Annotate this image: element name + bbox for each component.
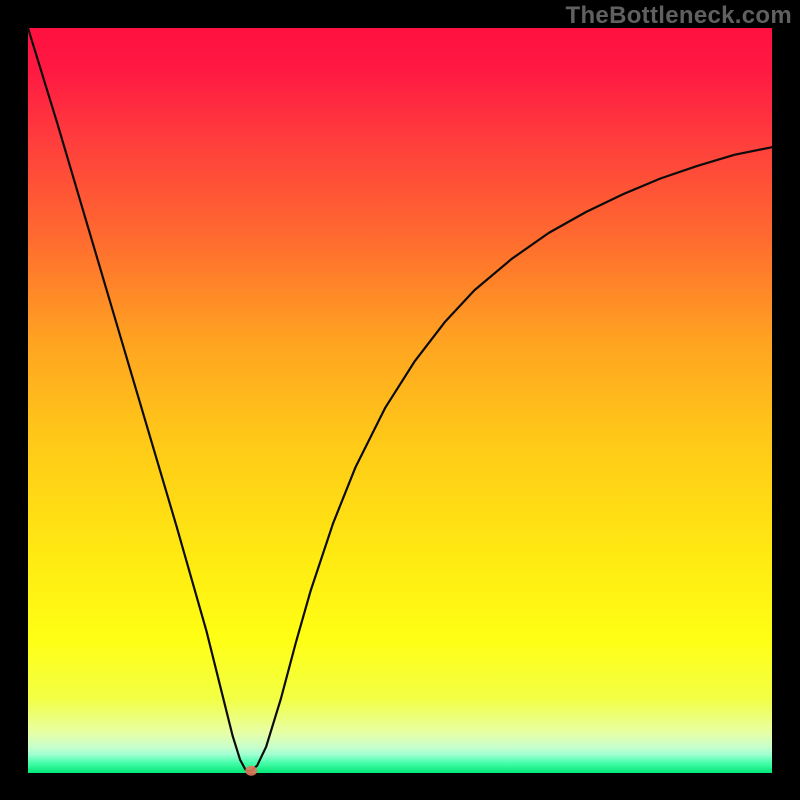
optimum-marker [245,766,257,776]
watermark-text: TheBottleneck.com [566,2,792,30]
bottleneck-chart [0,0,800,800]
chart-container: TheBottleneck.com [0,0,800,800]
